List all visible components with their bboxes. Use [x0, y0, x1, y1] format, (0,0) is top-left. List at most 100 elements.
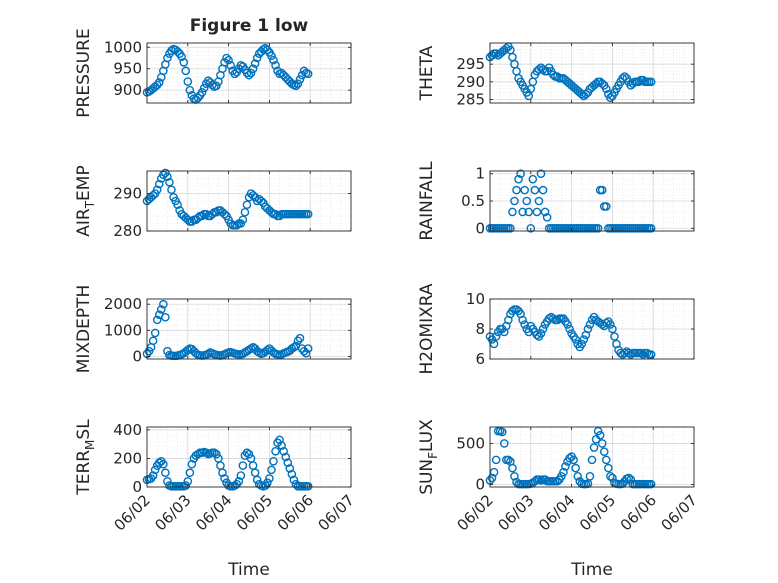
data-series — [142, 435, 313, 491]
y-tick-label: 0 — [475, 219, 485, 237]
y-tick-label: 500 — [456, 434, 485, 452]
y-tick-label: 290 — [113, 185, 142, 203]
y-tick-label: 1 — [475, 165, 485, 183]
data-point — [148, 336, 158, 346]
data-point — [187, 217, 197, 226]
data-point — [252, 475, 262, 485]
subplot-h2omixra: 6 8 10 H2OMIXRA — [417, 283, 695, 375]
data-point — [497, 427, 507, 437]
data-point — [544, 314, 554, 323]
data-point — [646, 223, 656, 233]
data-point — [254, 348, 264, 357]
data-point — [226, 60, 235, 70]
data-point — [499, 439, 509, 448]
x-tick-label: 06/03 — [151, 491, 194, 534]
data-point — [616, 348, 625, 358]
data-point — [254, 479, 264, 489]
data-point — [563, 320, 572, 329]
data-point — [530, 185, 540, 195]
data-point — [581, 89, 591, 99]
data-point — [518, 315, 527, 325]
data-point — [179, 57, 189, 67]
data-point — [303, 481, 313, 491]
x-axis-label: Time — [227, 560, 270, 580]
data-point — [293, 79, 303, 89]
data-point — [587, 455, 597, 465]
data-point — [159, 299, 168, 309]
data-point — [244, 70, 254, 80]
data-point — [646, 77, 656, 87]
data-point — [242, 200, 252, 210]
data-point — [510, 472, 519, 481]
data-point — [608, 473, 617, 483]
data-point — [524, 207, 534, 217]
data-point — [530, 476, 540, 486]
data-point — [565, 324, 574, 334]
data-point — [156, 305, 166, 314]
data-point — [287, 469, 297, 479]
y-axis-label: AIRTEMP — [74, 165, 97, 236]
grid — [490, 426, 694, 487]
data-point — [561, 462, 570, 471]
data-point — [201, 448, 211, 458]
data-point — [620, 348, 629, 358]
data-point — [150, 328, 160, 338]
data-point — [271, 446, 280, 456]
data-point — [571, 335, 580, 344]
data-point — [197, 211, 207, 221]
data-point — [601, 455, 611, 465]
data-point — [542, 213, 552, 222]
data-point — [610, 332, 619, 341]
data-point — [187, 459, 197, 469]
y-tick-label: 1000 — [104, 321, 142, 339]
data-series — [485, 426, 656, 489]
grid — [490, 42, 694, 104]
y-axis-label: SUNFLUX — [417, 419, 440, 495]
data-point — [173, 47, 182, 56]
data-point — [489, 467, 499, 477]
data-point — [620, 72, 629, 81]
data-point — [597, 79, 607, 88]
data-point — [148, 191, 158, 200]
axes-box — [146, 170, 352, 232]
data-point — [183, 77, 193, 86]
data-point — [491, 455, 501, 465]
x-axis-label: Time — [570, 560, 613, 580]
x-tick-label: 06/04 — [535, 491, 578, 534]
data-point — [161, 312, 170, 322]
data-point — [234, 476, 244, 486]
y-axis-label: RAINFALL — [417, 161, 437, 241]
y-tick-label: 900 — [113, 81, 142, 99]
y-tick-label: 1000 — [104, 38, 142, 56]
data-point — [242, 68, 252, 78]
grid — [147, 298, 351, 359]
data-point — [167, 46, 176, 56]
data-point — [491, 332, 501, 341]
data-point — [579, 335, 589, 344]
data-point — [297, 70, 307, 80]
data-point — [252, 53, 262, 63]
data-point — [185, 85, 195, 95]
data-point — [271, 60, 280, 70]
data-point — [636, 348, 646, 358]
data-point — [267, 207, 276, 217]
data-point — [591, 79, 601, 88]
axes-box — [489, 42, 695, 104]
data-point — [271, 209, 280, 219]
data-point — [183, 215, 193, 225]
data-point — [163, 476, 172, 486]
y-tick-label: 0 — [132, 347, 142, 365]
data-point — [152, 315, 162, 325]
data-point — [283, 458, 293, 468]
data-point — [212, 81, 221, 91]
y-tick-label: 0 — [132, 478, 142, 496]
data-point — [624, 348, 634, 358]
data-point — [279, 446, 288, 456]
data-point — [289, 475, 299, 485]
data-point — [207, 209, 217, 219]
data-series — [485, 169, 656, 233]
data-point — [626, 350, 636, 359]
y-tick-label: 295 — [456, 55, 485, 73]
